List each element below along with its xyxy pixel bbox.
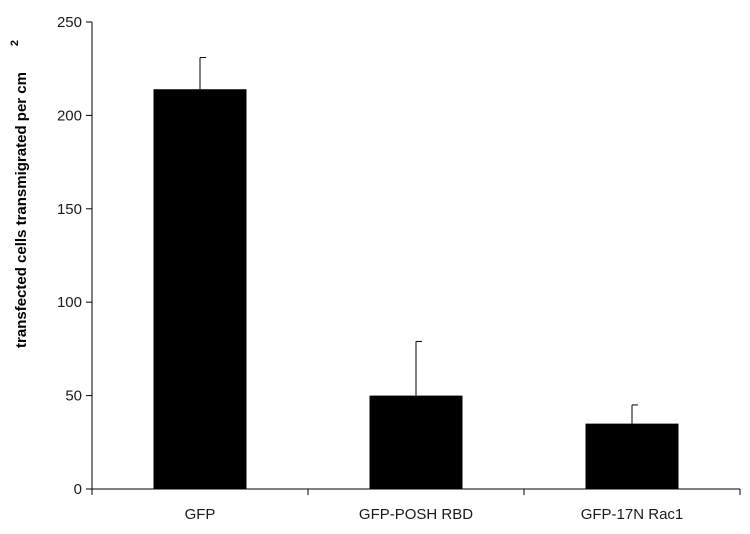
- x-axis: [91, 488, 741, 495]
- bar-gfp: [153, 89, 247, 490]
- category-labels: GFP GFP-POSH RBD GFP-17N Rac1: [185, 506, 684, 523]
- bars: [153, 89, 679, 490]
- y-tick-label: 0: [74, 481, 82, 498]
- y-tick-label: 100: [57, 294, 82, 311]
- y-tick-label: 50: [65, 388, 82, 405]
- y-tick-label: 200: [57, 107, 82, 124]
- bar-gfp-posh-rbd: [369, 395, 463, 489]
- category-label: GFP-POSH RBD: [359, 506, 473, 523]
- bar-gfp-17n-rac1: [585, 423, 679, 489]
- y-axis-title-group: transfected cells transmigrated per cm 2: [9, 40, 30, 348]
- y-axis-title-superscript: 2: [9, 40, 21, 46]
- y-axis-title: transfected cells transmigrated per cm: [13, 72, 30, 348]
- category-label: GFP-17N Rac1: [581, 506, 684, 523]
- y-axis: 0 50 100 150 200 250: [57, 14, 93, 498]
- y-tick-label: 250: [57, 14, 82, 31]
- error-bars: [199, 56, 638, 424]
- category-label: GFP: [185, 506, 216, 523]
- y-tick-label: 150: [57, 201, 82, 218]
